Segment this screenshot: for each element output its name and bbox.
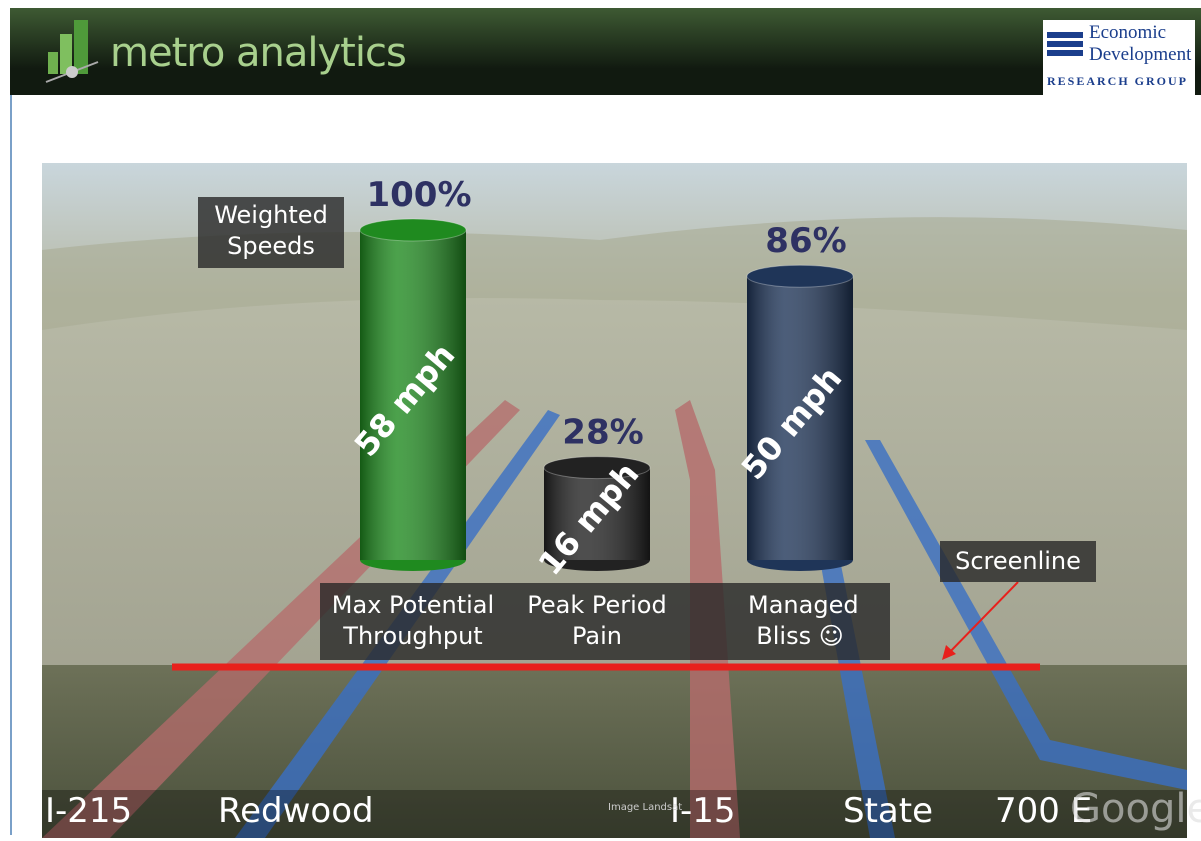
value-label: 86% xyxy=(765,221,846,261)
annotation: Screenline xyxy=(940,541,1096,582)
credit: Image Landsat xyxy=(608,802,682,813)
category-label: Peak Period Pain xyxy=(507,590,687,652)
credit: Google xyxy=(1070,786,1201,832)
road-label: State xyxy=(843,791,933,831)
bar-top xyxy=(360,219,466,241)
category-label: Managed Bliss ☺ xyxy=(710,590,890,652)
road-label: Redwood xyxy=(218,791,374,831)
value-label: 28% xyxy=(562,413,643,453)
page: metro analytics Economic Development RES… xyxy=(0,0,1201,841)
chart: 100%58 mph28%16 mph86%50 mphI-215Redwood… xyxy=(0,0,1201,841)
bar-top xyxy=(747,265,853,287)
value-label: 100% xyxy=(366,175,471,215)
category-label: Max Potential Throughput xyxy=(323,590,503,652)
legend: Weighted Speeds xyxy=(198,197,344,268)
road-label: I-215 xyxy=(45,791,132,831)
